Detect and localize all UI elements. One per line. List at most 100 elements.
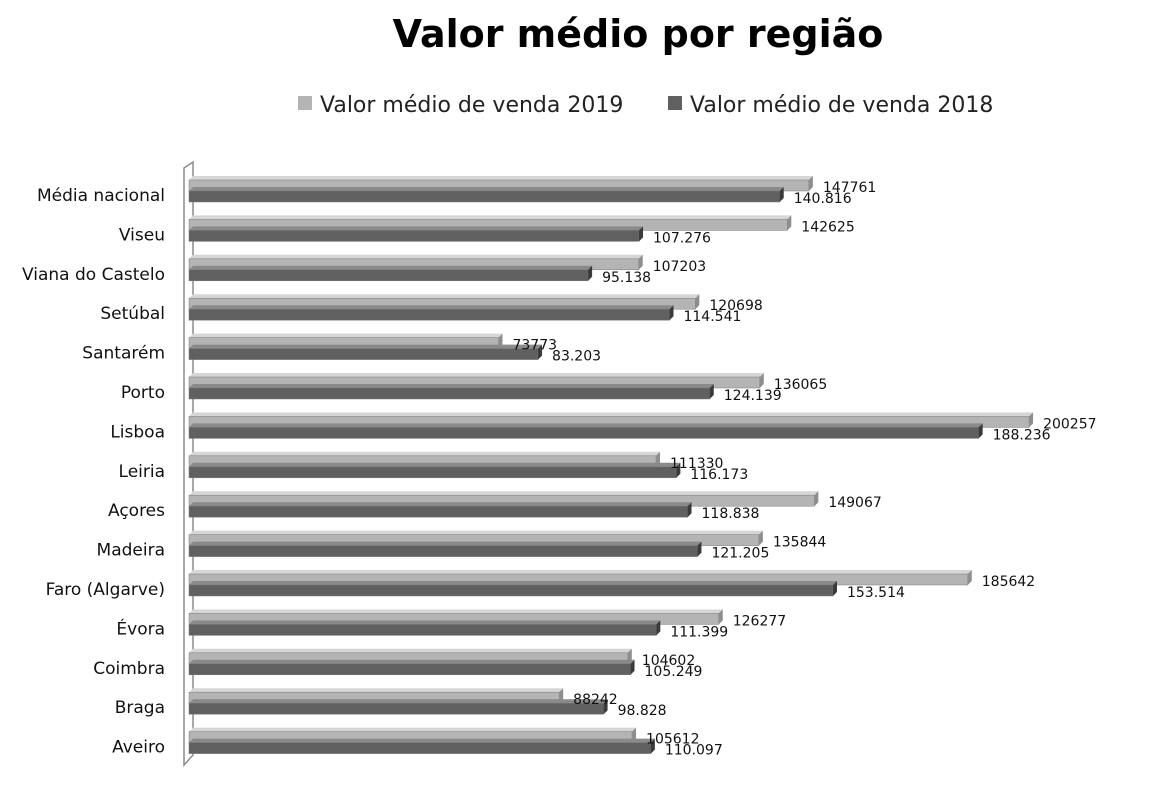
bar-2018-front: [188, 230, 640, 242]
bar-2018-front: [188, 190, 780, 203]
bar-2018-front: [188, 624, 657, 636]
data-label-2019: 73773: [512, 338, 557, 354]
legend-swatch-2018: [668, 96, 682, 110]
bar-2019-side: [808, 176, 813, 191]
bar-2018: [188, 541, 702, 557]
legend: Valor médio de venda 2019 Valor médio de…: [298, 93, 993, 118]
bar-2018-front: [188, 269, 589, 282]
data-label-2018: 83.203: [552, 349, 601, 365]
bar-2018-top: [189, 541, 702, 546]
legend-swatch-2019: [298, 96, 312, 110]
bar-2018-top: [189, 502, 692, 507]
bar-2019-top: [189, 688, 564, 693]
bar-2018: [188, 620, 661, 636]
bar-2018-side: [978, 423, 983, 439]
bar-2019-top: [189, 570, 972, 574]
chart-title: Valor médio por região: [393, 12, 884, 56]
bar-2019: [188, 333, 503, 349]
bar-2018-front: [188, 308, 670, 321]
data-label-2018: 124.139: [724, 388, 782, 404]
category-label: Braga: [115, 698, 165, 718]
data-label-2018: 110.097: [665, 743, 723, 759]
bar-2018: [188, 502, 692, 518]
data-label-2018: 116.173: [690, 467, 748, 483]
bar-2018: [188, 462, 681, 479]
bar-2019-side: [638, 254, 643, 270]
bar-2019-side: [759, 373, 764, 388]
bar-2018: [188, 423, 983, 439]
bar-2018-front: [188, 466, 677, 479]
data-label-2019: 136065: [774, 377, 827, 393]
category-label: Viseu: [119, 225, 165, 245]
bar-2018: [188, 581, 837, 597]
bar-2019-top: [189, 727, 637, 732]
bar-2018-front: [188, 505, 688, 518]
bar-2019: [188, 215, 792, 231]
bar-2018-front: [188, 742, 652, 754]
bar-2018-front: [188, 663, 631, 676]
bar-2019: [188, 373, 764, 389]
data-label-2019: 126277: [733, 613, 786, 629]
bar-2019-side: [695, 294, 700, 310]
bar-2019-top: [189, 373, 764, 377]
bar-2019-top: [189, 648, 632, 653]
data-label-2019: 149067: [828, 495, 881, 511]
category-label: Porto: [121, 383, 165, 403]
bar-2018-front: [188, 348, 539, 360]
bar-2019-top: [189, 451, 661, 456]
bar-2018-side: [832, 581, 837, 596]
bar-2019: [188, 570, 972, 586]
bar-2019-top: [189, 609, 723, 614]
data-label-2019: 107203: [653, 259, 706, 275]
data-label-2019: 88242: [573, 692, 618, 708]
bar-2018-side: [650, 738, 655, 754]
bar-2019-side: [967, 570, 972, 585]
bar-2018: [188, 305, 674, 321]
category-label: Évora: [116, 617, 165, 639]
data-label-2019: 185642: [982, 574, 1035, 590]
data-label-2019: 105612: [646, 732, 699, 748]
bar-2018-front: [188, 702, 604, 715]
bar-2019-top: [189, 412, 1034, 417]
bar-2019-top: [189, 333, 503, 338]
bar-2018-front: [188, 584, 834, 597]
bar-2018-side: [538, 344, 543, 360]
bar-2018-top: [189, 305, 674, 310]
bar-2019-side: [814, 491, 819, 507]
data-label-2018: 118.838: [702, 506, 760, 522]
bar-2018: [188, 187, 784, 203]
data-label-2018: 188.236: [993, 427, 1051, 443]
category-label: Madeira: [97, 541, 165, 561]
bar-2018: [188, 738, 655, 754]
category-label: Aveiro: [112, 738, 165, 758]
bar-2019-side: [758, 530, 763, 546]
data-label-2018: 140.816: [794, 191, 852, 207]
data-label-2019: 200257: [1043, 416, 1096, 432]
bar-2018-top: [189, 384, 714, 388]
bar-2019: [188, 294, 700, 310]
data-label-2019: 111330: [670, 456, 723, 472]
bar-2019-side: [718, 609, 723, 625]
data-label-2018: 95.138: [602, 270, 651, 286]
bar-2018-side: [697, 541, 702, 557]
bar-2019: [188, 451, 661, 468]
bar-2019-top: [189, 254, 643, 259]
bar-2018-side: [639, 226, 644, 242]
bar-2018-side: [630, 659, 635, 675]
bar-2019-top: [189, 491, 819, 496]
bar-2018-side: [779, 187, 784, 202]
data-label-2018: 105.249: [645, 664, 703, 680]
bar-2018-top: [189, 699, 608, 704]
legend-label-2019: Valor médio de venda 2019: [320, 93, 623, 118]
data-label-2019: 147761: [823, 180, 876, 196]
bar-2018: [188, 659, 635, 676]
data-label-2018: 111.399: [670, 624, 728, 640]
data-label-2018: 114.541: [683, 309, 741, 325]
bar-2018-top: [189, 187, 784, 191]
category-label: Setúbal: [100, 304, 165, 324]
data-label-2019: 120698: [709, 298, 762, 314]
bar-2018-side: [588, 265, 593, 281]
data-label-2019: 142625: [801, 219, 854, 235]
